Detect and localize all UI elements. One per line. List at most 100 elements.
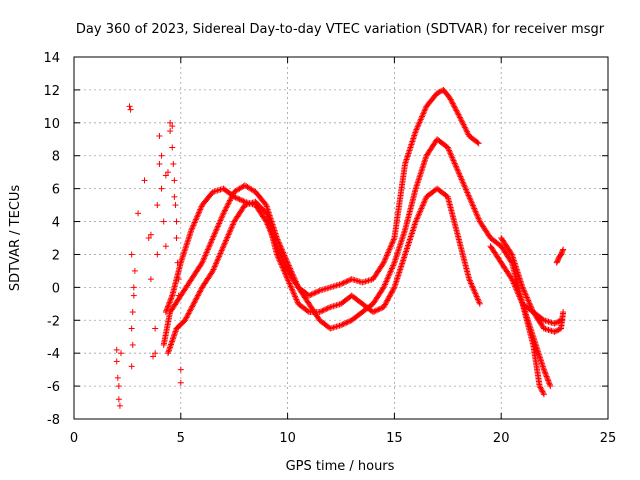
data-point [287,283,294,290]
data-point [378,305,385,312]
data-point [538,387,545,394]
data-point [309,290,316,297]
data-point [323,305,330,312]
data-point [383,253,390,260]
data-point [518,297,525,304]
data-point [415,211,422,218]
data-point [325,304,332,311]
data-point [471,205,478,212]
data-point [343,278,350,285]
data-point [414,214,421,221]
data-point [283,274,290,281]
data-point [292,295,299,302]
x-tick-label: 0 [70,431,78,446]
data-point [113,358,120,365]
data-point [523,294,530,301]
data-point [221,241,228,248]
data-point [544,374,551,381]
data-point [278,246,285,253]
data-point [190,222,197,229]
data-point [324,305,331,312]
data-point [193,295,200,302]
x-tick-label: 25 [600,431,617,446]
data-point [164,169,171,176]
data-point [381,282,388,289]
data-point [476,300,483,307]
data-point [195,210,202,217]
data-point [418,114,425,121]
x-tick-label: 15 [386,431,403,446]
data-point [147,276,154,283]
data-point [540,366,547,373]
data-point [459,120,466,127]
data-point [113,346,120,353]
data-point [537,384,544,391]
data-point [197,206,204,213]
data-point [414,125,421,132]
data-point [197,204,204,211]
data-point [278,263,285,270]
data-point [277,258,284,265]
data-point [523,293,530,300]
data-point [171,332,178,339]
data-point [194,292,201,299]
data-point [207,240,214,247]
data-point [471,289,478,296]
data-point [456,172,463,179]
data-point [472,290,479,297]
data-point [522,290,529,297]
data-point [508,274,515,281]
data-point [129,309,136,316]
data-point [344,319,351,326]
data-point [291,275,298,282]
data-point [545,378,552,385]
data-point [186,309,193,316]
data-point [559,247,566,254]
data-point [173,235,180,241]
data-point [543,372,550,379]
data-point [195,291,202,298]
data-point [469,201,476,208]
data-point [380,304,387,311]
data-point [452,163,459,170]
data-point [212,260,219,267]
data-point [457,174,464,181]
data-point [521,288,528,295]
data-point [434,90,441,97]
data-point [117,350,124,357]
data-point [417,116,424,123]
data-point [319,307,326,314]
data-point [513,286,520,293]
data-point [287,281,294,288]
data-point [224,234,231,241]
data-point [473,209,480,216]
data-point [414,215,421,222]
data-point [210,233,217,240]
data-point [517,296,524,303]
data-point [344,277,351,284]
data-point [320,307,327,314]
data-point [209,236,216,243]
data-point [385,272,392,279]
data-point [196,289,203,296]
data-point [219,246,226,253]
data-point [381,256,388,263]
data-point [290,289,297,296]
data-point [452,161,459,168]
data-point [413,217,420,224]
data-point [279,248,286,255]
data-point [515,292,522,299]
data-point [224,201,231,208]
data-point [115,396,122,403]
data-point [388,240,395,247]
data-point [127,106,134,113]
data-point [287,266,294,273]
data-point [436,88,443,95]
data-point [473,293,480,300]
data-point [115,383,122,390]
data-point [199,258,206,265]
data-point [447,96,454,103]
data-point [204,246,211,253]
data-point [449,99,456,106]
data-point [233,195,240,202]
